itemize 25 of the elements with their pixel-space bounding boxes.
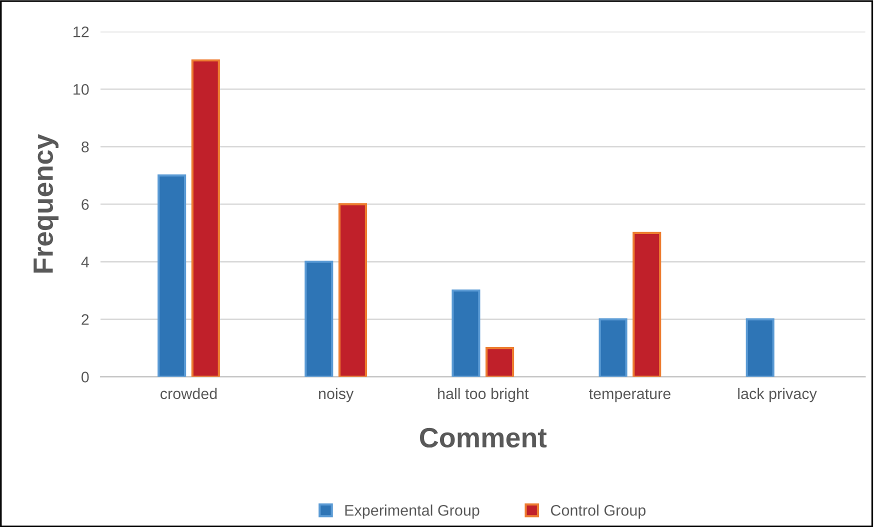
- bar: [338, 203, 368, 377]
- x-tick-label: lack privacy: [738, 388, 817, 402]
- y-tick-label: 2: [82, 314, 89, 325]
- y-tick-label: 0: [82, 372, 89, 382]
- bar: [452, 289, 480, 377]
- y-tick-label: 12: [74, 26, 89, 38]
- y-tick-label: 4: [81, 256, 89, 268]
- x-tick-label: temperature: [589, 389, 670, 402]
- y-tick-label: 6: [82, 199, 89, 210]
- x-axis-title: Comment: [420, 428, 547, 448]
- bar: [304, 260, 334, 377]
- bar: [158, 174, 186, 377]
- legend-label: Experimental Group: [345, 504, 480, 519]
- x-tick-label: hall too bright: [438, 388, 529, 402]
- x-tick-label: crowded: [160, 388, 217, 400]
- y-tick-label: 10: [74, 84, 89, 95]
- bar: [598, 318, 628, 377]
- bar: [746, 318, 774, 377]
- y-tick-label: 8: [82, 142, 89, 152]
- bar: [486, 346, 514, 377]
- bar: [191, 59, 220, 377]
- legend-label: Control Group: [550, 504, 646, 519]
- y-axis-title: Frequency: [34, 134, 59, 273]
- x-tick-label: noisy: [319, 388, 354, 402]
- bar: [632, 232, 662, 377]
